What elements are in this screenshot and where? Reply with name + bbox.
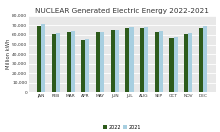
- Bar: [96, 32, 100, 92]
- Bar: [174, 37, 178, 92]
- Bar: [169, 38, 174, 92]
- Title: NUCLEAR Generated Electric Energy 2022-2021: NUCLEAR Generated Electric Energy 2022-2…: [35, 8, 209, 14]
- Bar: [115, 30, 119, 92]
- Bar: [188, 33, 192, 92]
- Bar: [144, 27, 148, 92]
- Bar: [81, 40, 85, 92]
- Bar: [37, 26, 41, 92]
- Bar: [155, 32, 159, 92]
- Bar: [56, 33, 60, 92]
- Bar: [41, 24, 45, 92]
- Bar: [125, 28, 129, 92]
- Bar: [199, 28, 203, 92]
- Legend: 2022, 2021: 2022, 2021: [103, 125, 141, 130]
- Bar: [184, 34, 188, 92]
- Bar: [85, 39, 90, 92]
- Bar: [159, 31, 163, 92]
- Bar: [66, 32, 71, 92]
- Bar: [100, 32, 104, 92]
- Bar: [71, 31, 75, 92]
- Bar: [140, 28, 144, 92]
- Bar: [52, 34, 56, 92]
- Y-axis label: Million kWh: Million kWh: [6, 39, 11, 69]
- Bar: [203, 26, 207, 92]
- Bar: [111, 30, 115, 92]
- Bar: [129, 27, 134, 92]
